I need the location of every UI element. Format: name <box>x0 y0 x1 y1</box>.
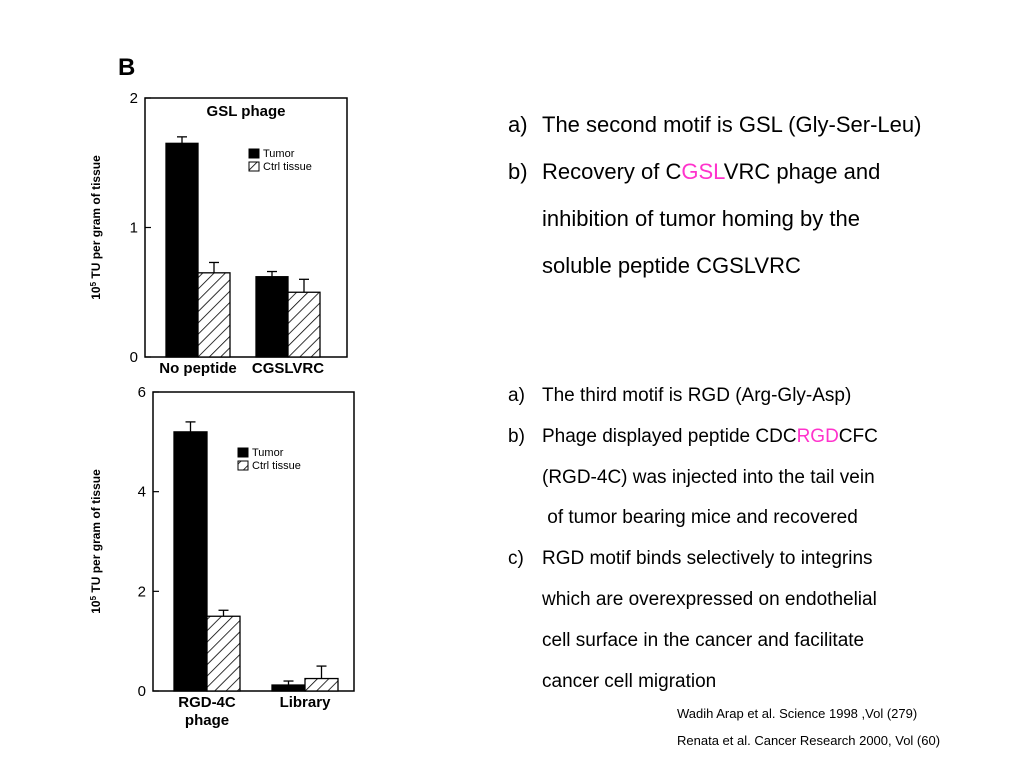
gsl-item-b-cont: soluble peptide CGSLVRC <box>508 251 921 298</box>
legend-label: Ctrl tissue <box>263 161 312 173</box>
item-marker: b) <box>508 425 525 447</box>
y-tick-label: 0 <box>138 683 146 700</box>
item-marker: c) <box>508 548 524 570</box>
panel-label: B <box>118 54 136 81</box>
y-tick-label: 0 <box>130 349 138 366</box>
y-tick-label: 2 <box>130 90 138 107</box>
item-text-post: CFC <box>838 425 878 447</box>
category-label: No peptide <box>159 360 237 377</box>
chart-title: GSL phage <box>207 103 286 120</box>
rgd-item-a: a) The third motif is RGD (Arg-Gly-Asp) <box>508 382 878 423</box>
item-marker: b) <box>508 159 528 184</box>
legend-swatch-tumor <box>237 447 249 458</box>
item-text: RGD motif binds selectively to integrins <box>542 548 873 570</box>
y-tick-label: 6 <box>138 384 146 401</box>
legend-label: Tumor <box>252 447 284 459</box>
legend-label: Ctrl tissue <box>252 460 301 472</box>
item-text: The third motif is RGD (Arg-Gly-Asp) <box>542 385 852 406</box>
y-tick-label: 1 <box>130 220 138 237</box>
rgd-item-b-cont: (RGD-4C) was injected into the tail vein <box>508 464 878 505</box>
item-text: of tumor bearing mice and recovered <box>542 507 858 529</box>
rgd-item-c-cont: cell surface in the cancer and facilitat… <box>508 627 878 668</box>
ctrl-tissue-bar <box>197 272 231 358</box>
item-text: cell surface in the cancer and facilitat… <box>542 629 865 651</box>
gsl-description: a) The second motif is GSL (Gly-Ser-Leu) … <box>508 110 921 298</box>
category-label: CGSLVRC <box>252 360 324 377</box>
rgd-item-b: b) Phage displayed peptide CDCRGDCFC <box>508 423 878 464</box>
legend-swatch-ctrl <box>237 460 249 471</box>
tumor-bar <box>165 142 199 358</box>
item-text-post: VRC phage and <box>723 159 881 184</box>
gsl-item-b: b) Recovery of CGSLVRC phage and <box>508 157 921 204</box>
rgd-phage-chart: 0 2 4 6 105 TU per gram of tissue RGD-4Cphage… <box>89 384 355 729</box>
category-label: RGD-4C <box>178 694 236 711</box>
y-tick-label: 2 <box>138 583 146 600</box>
item-text: (RGD-4C) was injected into the tail vein <box>542 466 875 488</box>
item-text: inhibition of tumor homing by the <box>542 206 860 231</box>
highlight-motif: RGD <box>796 425 839 447</box>
ctrl-tissue-bar <box>287 291 321 358</box>
item-text-pre: Recovery of C <box>542 159 682 184</box>
rgd-item-b-cont: of tumor bearing mice and recovered <box>508 504 878 545</box>
tumor-bar <box>271 684 306 692</box>
y-tick-label: 4 <box>138 484 146 501</box>
reference-2: Renata et al. Cancer Research 2000, Vol … <box>677 733 941 748</box>
item-text: cancer cell migration <box>542 670 717 692</box>
rgd-item-c-cont: which are overexpressed on endothelial <box>508 586 878 627</box>
item-text-pre: Phage displayed peptide CDC <box>542 425 797 447</box>
plot-frame <box>152 391 355 692</box>
tumor-bar <box>173 431 208 692</box>
item-marker: a) <box>508 385 525 406</box>
gsl-phage-chart: 0 1 2 105 TU per gram of tissue GSL phage No … <box>89 90 348 377</box>
ctrl-tissue-bar <box>206 615 241 692</box>
highlight-motif: GSL <box>681 159 724 184</box>
legend-swatch-tumor <box>248 148 260 159</box>
item-marker: a) <box>508 112 528 137</box>
y-axis-label: 105 TU per gram of tissue <box>89 469 104 614</box>
item-text: soluble peptide CGSLVRC <box>542 253 801 278</box>
category-label: phage <box>185 712 229 729</box>
category-label: Library <box>280 694 332 711</box>
item-text: which are overexpressed on endothelial <box>542 588 877 610</box>
rgd-item-c: c) RGD motif binds selectively to integri… <box>508 545 878 586</box>
tumor-bar <box>255 276 289 358</box>
gsl-item-a: a) The second motif is GSL (Gly-Ser-Leu) <box>508 110 921 157</box>
item-text: The second motif is GSL (Gly-Ser-Leu) <box>542 112 922 137</box>
y-axis-label: 105 TU per gram of tissue <box>89 155 104 300</box>
legend-swatch-ctrl <box>248 161 260 172</box>
rgd-description: a) The third motif is RGD (Arg-Gly-Asp) b… <box>508 382 878 708</box>
legend-label: Tumor <box>263 148 295 160</box>
ctrl-tissue-bar <box>304 677 339 692</box>
gsl-item-b-cont: inhibition of tumor homing by the <box>508 204 921 251</box>
reference-1: Wadih Arap et al. Science 1998 ,Vol (279… <box>677 706 918 721</box>
rgd-item-c-cont: cancer cell migration <box>508 668 878 709</box>
